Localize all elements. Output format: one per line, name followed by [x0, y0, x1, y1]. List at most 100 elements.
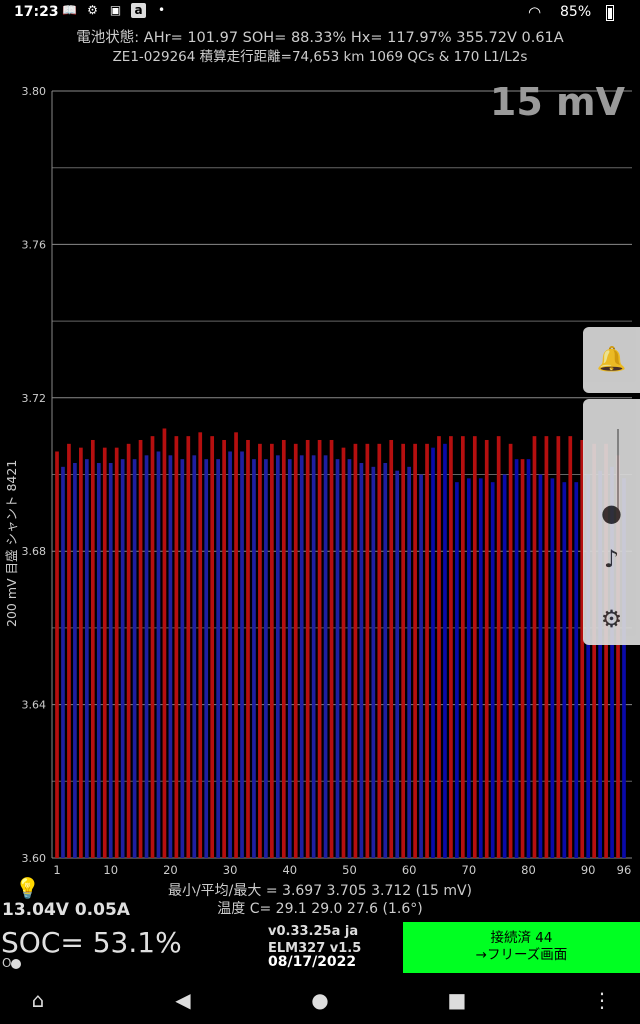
odometer-line: ZE1-029264 積算走行距離=74,653 km 1069 QCs & 1… — [112, 49, 528, 65]
lightbulb-icon[interactable]: 💡 — [15, 876, 40, 900]
cell-bar-23 — [186, 436, 191, 858]
menu-icon[interactable]: ⋮ — [592, 988, 612, 1012]
app-version: v0.33.25a ja — [268, 924, 359, 939]
cell-bar-37 — [270, 443, 274, 858]
cell-bar-29 — [222, 439, 226, 858]
gear-icon[interactable]: ⚙ — [600, 605, 623, 633]
x-tick-label: 10 — [103, 863, 118, 877]
status-time: 17:23 — [14, 4, 59, 20]
battery-status-line: 電池状態: AHr= 101.97 SOH= 88.33% Hx= 117.97… — [76, 30, 564, 46]
cell-bar-90 — [586, 474, 591, 858]
connect-status-label: 接続済 44 — [490, 930, 553, 946]
dot-icon: • — [157, 3, 166, 17]
cell-bar-63 — [425, 443, 429, 858]
pin-icon[interactable]: ● — [601, 499, 622, 527]
x-tick-label: 50 — [342, 863, 357, 877]
cell-bar-9 — [102, 447, 107, 858]
cell-bar-32 — [240, 451, 244, 858]
cell-bar-88 — [574, 482, 579, 858]
y-axis-ticks: 3.60 3.64 3.68 3.72 3.76 3.80 — [22, 85, 47, 865]
cell-bar-30 — [228, 451, 232, 858]
cell-bar-4 — [73, 462, 77, 858]
cell-bar-44 — [311, 455, 316, 858]
cell-bar-39 — [281, 439, 286, 858]
cell-bar-43 — [305, 439, 310, 858]
y-tick-label: 3.60 — [22, 852, 47, 865]
notification-icons: 📖 ⚙ ▣ a • — [62, 3, 169, 18]
home-icon[interactable]: ● — [311, 988, 329, 1012]
cell-bar-54 — [371, 466, 376, 858]
cell-bar-92 — [598, 470, 602, 858]
connection-freeze-button[interactable]: 接続済 44 →フリーズ画面 — [403, 922, 640, 973]
cell-bar-10 — [108, 462, 113, 858]
cell-bar-36 — [264, 459, 268, 858]
x-tick-label: 96 — [617, 863, 632, 877]
cell-bar-20 — [168, 455, 173, 858]
home-app-icon[interactable]: ⌂ — [31, 988, 45, 1012]
cell-bar-28 — [216, 459, 220, 858]
cell-bar-89 — [580, 439, 585, 858]
cell-bar-78 — [514, 459, 519, 858]
amazon-icon: a — [131, 3, 146, 18]
cell-bar-34 — [252, 459, 256, 858]
system-nav-bar: ⌂ ◀ ● ■ ⋮ — [0, 980, 640, 1024]
state-of-charge: SOC= 53.1% — [1, 926, 182, 959]
cell-bar-11 — [114, 447, 119, 858]
cell-bar-91 — [592, 443, 597, 858]
cell-bar-83 — [544, 436, 549, 858]
cell-bar-82 — [538, 474, 543, 858]
cell-bar-81 — [532, 436, 537, 858]
recents-icon[interactable]: ■ — [447, 988, 467, 1012]
x-tick-label: 30 — [223, 863, 238, 877]
cell-bar-57 — [389, 439, 394, 858]
cell-bar-13 — [126, 443, 131, 858]
cell-bar-80 — [526, 459, 531, 858]
cell-bar-40 — [287, 459, 292, 858]
cell-bar-69 — [461, 436, 465, 858]
cell-bar-70 — [466, 478, 471, 858]
cell-bars — [55, 428, 626, 858]
cell-bar-52 — [359, 462, 364, 858]
cell-bar-12 — [120, 459, 125, 858]
cell-bar-62 — [419, 474, 423, 858]
alert-panel: 🔔 — [583, 327, 640, 393]
cell-bar-50 — [347, 459, 352, 858]
status-bar: 17:23 📖 ⚙ ▣ a • ◠ 85% — [0, 0, 640, 26]
cell-bar-48 — [335, 459, 340, 858]
cell-bar-6 — [84, 459, 89, 858]
cell-bar-42 — [299, 455, 304, 858]
cell-bar-55 — [377, 443, 382, 858]
back-icon[interactable]: ◀ — [175, 988, 191, 1012]
cell-bar-17 — [150, 436, 155, 858]
min-avg-max-stats: 最小/平均/最大 = 3.697 3.705 3.712 (15 mV) — [167, 883, 473, 899]
cell-bar-93 — [604, 443, 608, 858]
x-tick-label: 90 — [581, 863, 596, 877]
cell-bar-27 — [210, 436, 215, 858]
cell-bar-85 — [556, 436, 561, 858]
cell-bar-56 — [383, 462, 388, 858]
battery-percent: 85% — [560, 4, 592, 20]
cell-bar-38 — [275, 455, 280, 858]
cell-bar-68 — [455, 482, 459, 858]
soc-indicator: O — [2, 956, 22, 970]
cell-bar-26 — [204, 459, 209, 858]
floating-control-panel: 🔔 ● ♪ ⚙ — [583, 327, 640, 647]
cell-bar-96 — [622, 478, 626, 858]
cell-bar-66 — [443, 443, 447, 858]
cell-bar-35 — [258, 443, 262, 858]
music-note-icon[interactable]: ♪ — [603, 545, 620, 573]
cell-bar-87 — [568, 436, 573, 858]
cell-bar-49 — [341, 447, 346, 858]
bell-icon[interactable]: 🔔 — [596, 345, 627, 373]
cell-bar-7 — [90, 439, 95, 858]
x-tick-label: 70 — [462, 863, 477, 877]
y-tick-label: 3.64 — [22, 699, 47, 712]
cell-bar-41 — [293, 443, 298, 858]
volume-slider[interactable] — [617, 429, 619, 519]
cell-bar-77 — [508, 443, 513, 858]
cell-bar-22 — [180, 459, 185, 858]
x-tick-label: 80 — [521, 863, 536, 877]
cell-bar-15 — [138, 439, 143, 858]
cell-bar-5 — [79, 447, 83, 858]
cell-bar-33 — [246, 439, 250, 858]
